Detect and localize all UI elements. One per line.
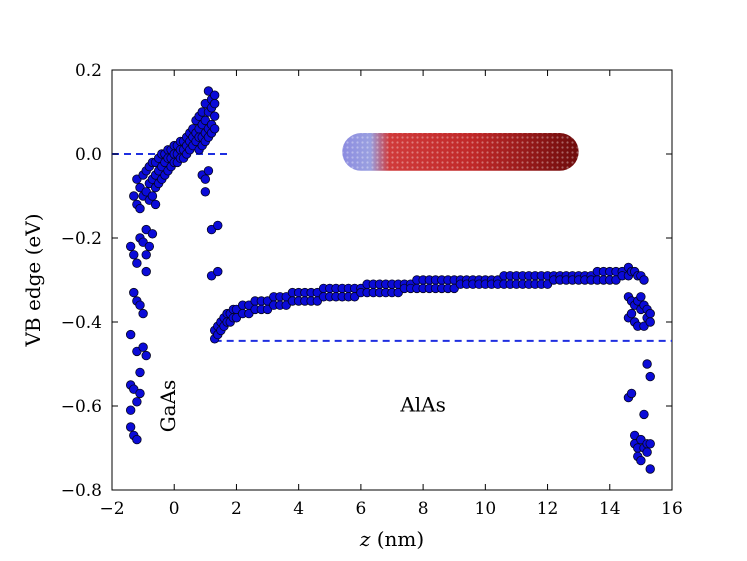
scatter-point <box>200 187 211 197</box>
scatter-point <box>129 191 139 201</box>
x-axis-ticks: −2 0 2 4 6 8 10 12 14 16 <box>99 70 683 519</box>
y-tick-label: −0.4 <box>61 313 102 333</box>
scatter-point <box>213 220 223 231</box>
x-tick-label: 16 <box>661 499 683 519</box>
scatter-point <box>626 388 637 399</box>
scatter-point <box>200 174 211 184</box>
reference-lines <box>112 153 672 342</box>
scatter-point <box>132 434 142 445</box>
scatter-point <box>144 241 155 252</box>
scatter-point <box>135 388 145 399</box>
scatter-point <box>639 275 649 285</box>
scatter-point <box>141 266 151 277</box>
scatter-point <box>645 308 655 319</box>
scatter-point <box>150 199 161 210</box>
plot-area: −2 0 2 4 6 8 10 12 14 16 0.2 0.0 −0.2 −0.4 −0.6 −0.8 G… <box>61 61 683 519</box>
scatter-point <box>209 98 220 109</box>
x-tick-label: 14 <box>599 499 621 519</box>
x-tick-label: 10 <box>475 499 497 519</box>
scatter-point <box>147 191 158 201</box>
scatter-point <box>129 250 139 260</box>
scatter-point <box>125 405 136 415</box>
y-tick-label: −0.6 <box>61 397 102 417</box>
scatter-point <box>129 287 139 298</box>
scatter-point <box>203 166 214 176</box>
scatter-point <box>138 308 148 319</box>
y-tick-label: −0.8 <box>61 481 102 501</box>
scatter-point <box>636 292 646 302</box>
scatter-point <box>642 447 652 457</box>
scatter-point <box>132 258 142 268</box>
x-tick-label: 4 <box>293 499 304 519</box>
y-tick-label: 0.2 <box>75 61 102 81</box>
scatter-point <box>147 229 158 239</box>
scatter-point <box>138 342 148 352</box>
scatter-point <box>645 439 655 449</box>
scatter-point <box>135 367 145 378</box>
nanowire-atoms <box>342 133 579 171</box>
x-tick-label: −2 <box>99 499 124 519</box>
y-tick-label: −0.2 <box>61 229 102 249</box>
scatter-point <box>209 90 220 100</box>
scatter-point <box>135 203 145 214</box>
scatter-point <box>141 350 151 361</box>
x-tick-label: 2 <box>231 499 242 519</box>
scatter-point <box>213 266 223 277</box>
alas-label: AlAs <box>399 393 446 417</box>
scatter-point <box>645 371 655 382</box>
scatter-point <box>645 317 655 327</box>
scatter-point <box>125 422 136 432</box>
scatter-point <box>125 329 136 340</box>
x-axis-title: z (nm) <box>359 527 424 551</box>
scatter-point <box>626 308 637 319</box>
scatter-points <box>125 86 655 474</box>
x-axis-var: z <box>359 527 371 551</box>
axes-frame <box>111 69 673 491</box>
y-axis-ticks: 0.2 0.0 −0.2 −0.4 −0.6 −0.8 <box>61 61 672 501</box>
scatter-point <box>209 111 220 121</box>
x-tick-label: 6 <box>355 499 366 519</box>
x-tick-label: 0 <box>169 499 180 519</box>
scatter-point <box>135 300 145 310</box>
scatter-point <box>639 409 649 420</box>
scatter-point <box>125 241 136 252</box>
annotations: GaAs AlAs <box>156 380 446 433</box>
scatter-point <box>209 124 220 134</box>
y-tick-label: 0.0 <box>75 145 102 165</box>
scatter-point <box>132 397 142 407</box>
x-axis-unit: (nm) <box>370 527 424 551</box>
x-tick-label: 12 <box>537 499 559 519</box>
scatter-point <box>645 464 655 474</box>
y-axis-title: VB edge (eV) <box>21 213 45 347</box>
gaas-label: GaAs <box>156 380 180 433</box>
x-tick-label: 8 <box>418 499 429 519</box>
nanowire-inset-image <box>342 133 579 171</box>
scatter-point <box>642 359 652 369</box>
scatter-point <box>636 455 646 466</box>
scatter-point <box>141 250 151 260</box>
